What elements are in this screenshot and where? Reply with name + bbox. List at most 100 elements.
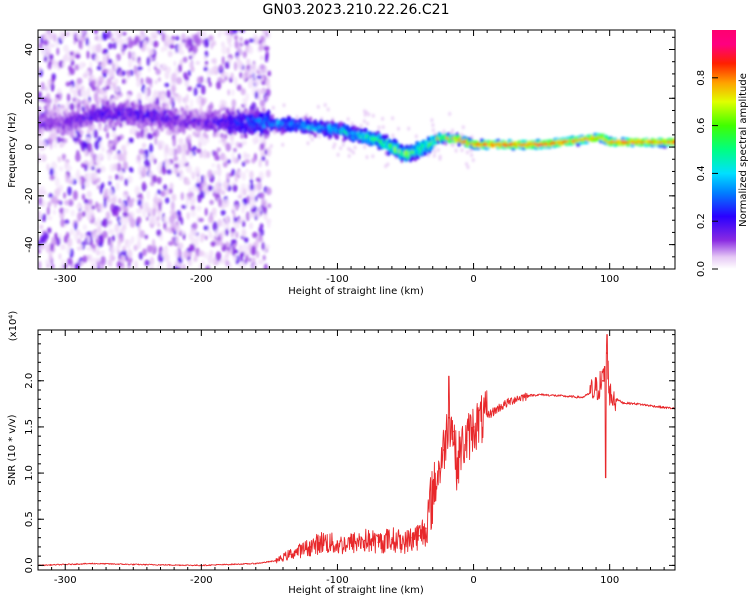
heatmap-cell: [249, 178, 254, 184]
heatmap-cell: [436, 148, 440, 152]
heatmap-cell: [192, 230, 198, 237]
heatmap-cell: [244, 237, 249, 244]
heatmap-cell: [176, 94, 182, 103]
heatmap-cell: [153, 158, 157, 165]
heatmap-cell: [65, 81, 71, 87]
heatmap-cell: [59, 142, 63, 148]
heatmap-cell: [194, 166, 201, 176]
snr-point: [452, 430, 454, 433]
heatmap-cell: [245, 211, 250, 222]
heatmap-cell: [182, 127, 186, 133]
heatmap-cell: [223, 133, 228, 139]
heatmap-cell: [203, 55, 207, 60]
heatmap-cell: [117, 152, 124, 162]
heatmap-cell: [190, 205, 195, 211]
snr-point: [540, 393, 543, 396]
heatmap-cell: [198, 250, 205, 257]
heatmap-cell: [270, 114, 275, 120]
heatmap-cell: [133, 244, 138, 251]
heatmap-cell: [212, 187, 216, 193]
heatmap-cell: [362, 119, 366, 124]
heatmap-cell: [220, 241, 224, 247]
heatmap-cell: [134, 185, 141, 196]
heatmap-cell: [261, 112, 265, 118]
heatmap-cell: [225, 142, 232, 152]
heatmap-cell: [160, 46, 165, 53]
heatmap-cell: [163, 44, 168, 52]
heatmap-cell: [200, 174, 204, 184]
heatmap-cell: [109, 68, 115, 78]
heatmap-cell: [209, 211, 213, 221]
y-tick-label: 1.5: [24, 419, 35, 435]
heatmap-cell: [169, 44, 175, 49]
heatmap-cell: [114, 86, 120, 94]
heatmap-cell: [65, 130, 70, 136]
heatmap-cell: [363, 145, 367, 150]
heatmap-cell: [162, 216, 167, 221]
heatmap-cell: [407, 126, 411, 131]
heatmap-cell: [39, 224, 44, 230]
heatmap-cell: [178, 64, 182, 73]
heatmap-cell: [231, 110, 236, 116]
snr-point: [608, 393, 611, 396]
heatmap-cell: [51, 75, 55, 84]
heatmap-cell: [204, 133, 209, 139]
heatmap-cell: [169, 210, 174, 215]
heatmap-cell: [266, 147, 272, 157]
heatmap-cell: [217, 167, 222, 177]
heatmap-cell: [212, 257, 217, 266]
snr-x-axis-label: Height of straight line (km): [288, 585, 424, 596]
heatmap-cell: [137, 165, 142, 176]
heatmap-cell: [112, 144, 116, 151]
heatmap-cell: [438, 156, 442, 161]
heatmap-cell: [41, 213, 47, 222]
heatmap-cell: [101, 98, 105, 104]
heatmap-cell: [45, 244, 51, 248]
colorbar-tick-label: 0.8: [696, 70, 707, 86]
heatmap-cell: [115, 231, 120, 238]
snr-point: [309, 546, 312, 548]
heatmap-cell: [173, 163, 180, 169]
heatmap-cell: [241, 261, 246, 269]
heatmap-cell: [127, 175, 133, 184]
heatmap-cell: [255, 131, 259, 140]
heatmap-cell: [249, 109, 254, 115]
snr-point: [500, 405, 502, 408]
heatmap-cell: [152, 40, 159, 48]
snr-point: [581, 396, 584, 399]
heatmap-cell: [239, 71, 243, 79]
heatmap-cell: [54, 177, 60, 187]
heatmap-cell: [121, 51, 125, 56]
heatmap-cell: [80, 129, 84, 136]
heatmap-cell: [42, 34, 47, 40]
snr-background: [38, 330, 675, 570]
heatmap-cell: [347, 146, 351, 151]
heatmap-cell: [127, 249, 133, 259]
heatmap-cell: [133, 103, 137, 109]
heatmap-cell: [258, 259, 264, 265]
heatmap-cell: [154, 79, 158, 85]
heatmap-cell: [214, 111, 218, 117]
heatmap-cell: [42, 140, 47, 150]
heatmap-cell: [58, 253, 62, 260]
heatmap-cell: [188, 125, 193, 131]
heatmap-cell: [148, 134, 154, 140]
heatmap-cell: [255, 239, 259, 249]
heatmap-cell: [93, 91, 99, 102]
heatmap-cell: [231, 30, 238, 34]
heatmap-cell: [155, 68, 161, 75]
heatmap-cell: [84, 203, 90, 213]
heatmap-cell: [371, 154, 375, 159]
heatmap-cell: [265, 130, 270, 136]
heatmap-cell: [148, 78, 153, 85]
heatmap-cell: [64, 200, 70, 206]
heatmap-cell: [196, 205, 202, 212]
heatmap-cell: [100, 263, 104, 269]
heatmap-cell: [152, 208, 156, 217]
heatmap-cell: [460, 148, 464, 153]
heatmap-cell: [227, 33, 232, 39]
heatmap-cell: [243, 133, 248, 139]
heatmap-cell: [39, 212, 42, 218]
